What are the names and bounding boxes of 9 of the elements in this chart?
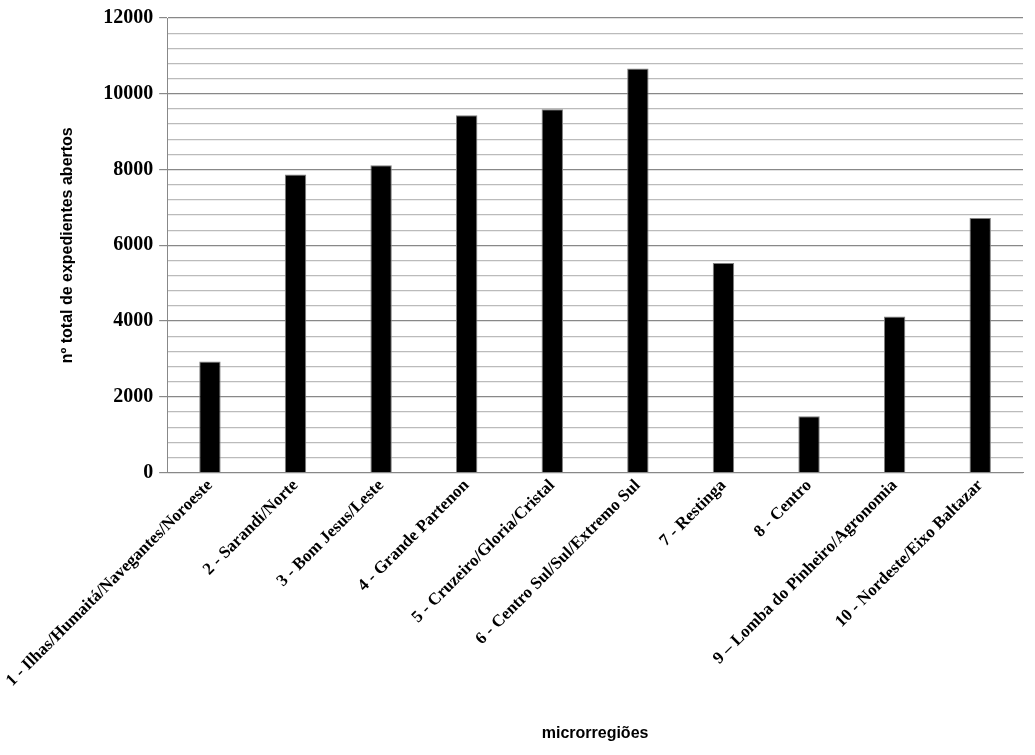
y-tick-label: 2000	[113, 384, 154, 406]
y-tick-label: 0	[143, 459, 154, 482]
y-axis-title: nº total de expedientes abertos	[57, 127, 75, 364]
y-tick-label: 8000	[113, 156, 154, 179]
y-tick-label: 10000	[103, 80, 154, 103]
x-axis-title: microrregiões	[541, 723, 649, 741]
y-tick-label: 12000	[103, 5, 154, 28]
y-tick-label: 6000	[113, 232, 154, 255]
y-tick-label: 4000	[113, 308, 154, 331]
